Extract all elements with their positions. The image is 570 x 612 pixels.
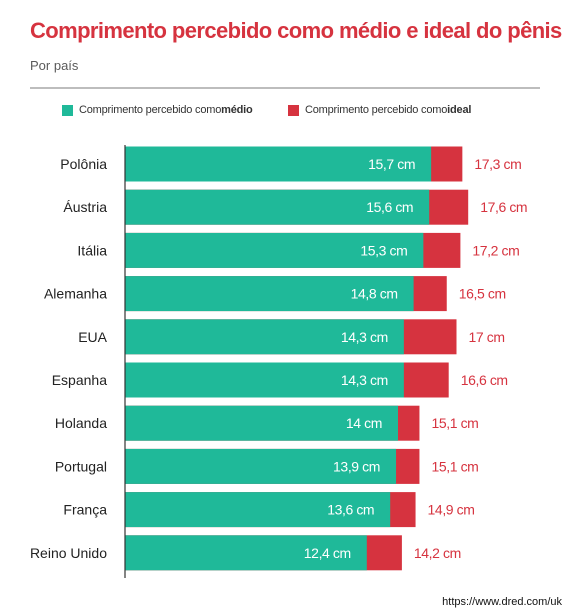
data-label-ideal: 14,9 cm bbox=[428, 502, 475, 518]
bar-medio bbox=[125, 362, 404, 398]
chart-title: Comprimento percebido como médio e ideal… bbox=[30, 18, 562, 43]
legend-swatch-medio bbox=[62, 104, 73, 116]
data-label-medio: 14 cm bbox=[346, 415, 382, 431]
category-label: Portugal bbox=[55, 458, 107, 474]
category-label: Holanda bbox=[55, 415, 107, 431]
category-label: EUA bbox=[78, 329, 107, 345]
header-divider bbox=[30, 87, 540, 89]
legend-medio-prefix: Comprimento percebido como bbox=[79, 104, 222, 116]
bars-group: Polônia 15,7 cm 17,3 cm Áustria 15,6 cm 17,6 … bbox=[30, 146, 528, 571]
data-label-ideal: 16,6 cm bbox=[461, 372, 508, 388]
category-label: Reino Unido bbox=[30, 545, 107, 561]
data-label-medio: 15,6 cm bbox=[366, 199, 413, 215]
data-label-medio: 12,4 cm bbox=[304, 545, 351, 561]
data-label-medio: 14,3 cm bbox=[341, 329, 388, 345]
data-label-ideal: 16,5 cm bbox=[459, 286, 506, 302]
bar-medio bbox=[125, 232, 424, 268]
category-label: Alemanha bbox=[44, 286, 107, 302]
legend-ideal: Comprimento percebido como ideal bbox=[288, 104, 471, 116]
category-label: Espanha bbox=[52, 372, 107, 388]
data-label-medio: 15,7 cm bbox=[368, 156, 415, 172]
bar-medio bbox=[125, 146, 432, 182]
data-label-medio: 15,3 cm bbox=[360, 242, 407, 258]
data-label-medio: 14,8 cm bbox=[351, 286, 398, 302]
data-label-ideal: 15,1 cm bbox=[431, 415, 478, 431]
chart-subtitle: Por país bbox=[30, 58, 79, 73]
bar-medio bbox=[125, 319, 404, 355]
source-credit: https://www.dred.com/uk bbox=[442, 596, 562, 608]
legend-swatch-ideal bbox=[288, 104, 299, 116]
bar-medio bbox=[125, 405, 398, 441]
legend-medio-bold: médio bbox=[221, 104, 253, 116]
bar-medio bbox=[125, 189, 430, 225]
data-label-ideal: 17,2 cm bbox=[472, 242, 519, 258]
bar-medio bbox=[125, 448, 397, 484]
legend-medio: Comprimento percebido como médio bbox=[62, 104, 253, 116]
bar-medio bbox=[125, 535, 367, 571]
data-label-medio: 13,6 cm bbox=[327, 502, 374, 518]
data-label-medio: 13,9 cm bbox=[333, 458, 380, 474]
legend-ideal-prefix: Comprimento percebido como bbox=[305, 104, 448, 116]
category-label: Itália bbox=[77, 242, 107, 258]
data-label-ideal: 17,6 cm bbox=[480, 199, 527, 215]
category-label: Áustria bbox=[63, 199, 107, 215]
data-label-ideal: 17,3 cm bbox=[474, 156, 521, 172]
data-label-ideal: 17 cm bbox=[469, 329, 505, 345]
data-label-ideal: 14,2 cm bbox=[414, 545, 461, 561]
category-label: Polônia bbox=[60, 156, 107, 172]
data-label-medio: 14,3 cm bbox=[341, 372, 388, 388]
category-label: França bbox=[63, 502, 107, 518]
bar-medio bbox=[125, 492, 391, 528]
data-label-ideal: 15,1 cm bbox=[431, 458, 478, 474]
legend-ideal-bold: ideal bbox=[447, 104, 472, 116]
bar-medio bbox=[125, 276, 414, 312]
